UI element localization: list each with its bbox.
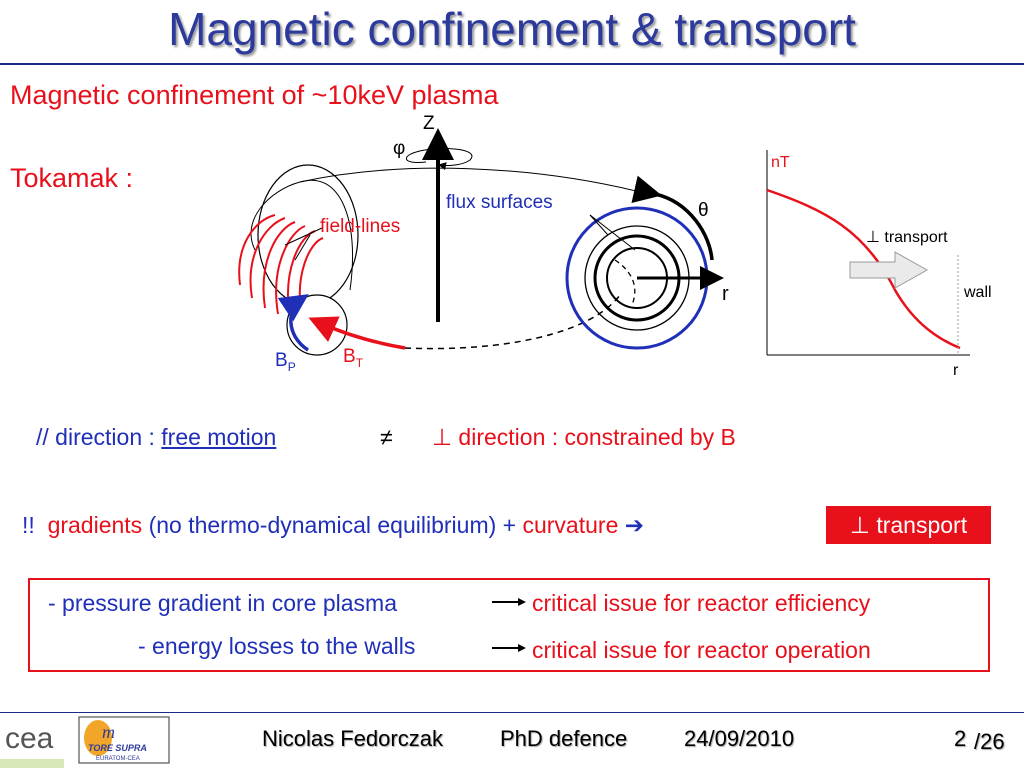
free-motion-link[interactable]: free motion [161, 424, 277, 450]
footer-divider [0, 712, 1024, 713]
bt-label: BT [343, 346, 364, 370]
perpendicular-direction-text: ⊥ direction : constrained by B [432, 424, 736, 450]
slide-subtitle: Magnetic confinement of ~10keV plasma [10, 80, 499, 110]
theta-arrow [631, 175, 714, 261]
arrow-2-icon [518, 644, 526, 652]
svg-text:TORE SUPRA: TORE SUPRA [88, 743, 147, 753]
perp-transport-badge: ⊥ transport [826, 506, 991, 544]
gradients-word: gradients [47, 512, 143, 538]
wall-label: wall [964, 284, 992, 301]
tokamak-diagram [238, 128, 724, 356]
slide-title: Magnetic confinement & transport [168, 3, 856, 55]
svg-text:EURATOM-CEA: EURATOM-CEA [96, 756, 140, 762]
parallel-direction-text: // direction : [36, 424, 162, 450]
plot-x-label: r [953, 362, 959, 379]
equilibrium-text: (no thermo-dynamical equilibrium) + [142, 512, 523, 538]
issue-cause-1: - pressure gradient in core plasma [48, 590, 397, 616]
arrow-1-icon [518, 598, 526, 606]
flux-surfaces-label: flux surfaces [446, 192, 553, 213]
not-equal-symbol: ≠ [380, 424, 393, 450]
title-divider [0, 63, 1024, 65]
theta-label: θ [698, 200, 709, 221]
bp-label: BP [275, 350, 296, 374]
curvature-word: curvature [522, 512, 619, 538]
issue-cause-2: - energy losses to the walls [138, 633, 416, 659]
tokamak-label: Tokamak : [10, 163, 134, 193]
issue-arrows [492, 598, 526, 652]
right-arrow-icon: ➔ [624, 512, 645, 538]
r-label: r [722, 283, 729, 305]
phi-arrow [405, 147, 473, 171]
bp-arrow [277, 294, 310, 352]
gradient-line: !! gradients (no thermo-dynamical equili… [22, 512, 644, 539]
direction-line: // direction : free motion [36, 424, 276, 451]
bt-arrow [308, 316, 406, 350]
transport-label: ⊥ transport [866, 229, 948, 246]
field-lines-label: field-lines [320, 216, 401, 237]
footer-event: PhD defence [500, 726, 628, 751]
svg-text:cea: cea [5, 722, 54, 755]
transport-arrow [849, 251, 929, 289]
svg-text:m: m [102, 722, 115, 742]
footer-green-bar [0, 759, 64, 768]
footer-page-number: 2 [954, 726, 967, 751]
exclaim-mark: !! [22, 512, 35, 538]
z-axis-label: Z [423, 113, 435, 134]
issues-box [28, 578, 990, 672]
torus-outline [250, 181, 301, 251]
issue-effect-2: critical issue for reactor operation [532, 637, 871, 663]
cea-logo: cea [5, 722, 54, 755]
plot-y-label: nT [771, 154, 790, 171]
footer-author: Nicolas Fedorczak [262, 726, 443, 751]
footer-page-total: /26 [974, 729, 1005, 754]
profile-plot [766, 150, 970, 356]
issue-effect-1: critical issue for reactor efficiency [532, 590, 871, 616]
phi-label: φ [393, 138, 406, 159]
footer-date: 24/09/2010 [684, 726, 795, 751]
tore-supra-logo: m TORE SUPRA EURATOM-CEA [78, 716, 170, 764]
